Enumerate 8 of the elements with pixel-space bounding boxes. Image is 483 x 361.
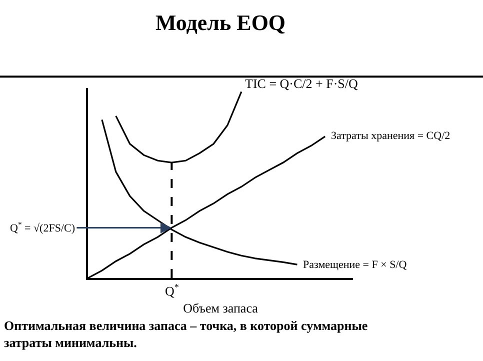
- series-label: Затраты хранения = CQ/2: [331, 130, 450, 142]
- series-label: Размещение = F × S/Q: [303, 259, 407, 271]
- series-label: TIC = Q·C/2 + F·S/Q: [245, 76, 359, 91]
- text: Q$^{*}$: [165, 282, 180, 298]
- text: Q$^{*}$ = √(2FS/C): [10, 220, 76, 235]
- text: Оптимальная величина запаса – точка, в которой суммарные затраты минимальны.: [4, 318, 368, 350]
- x-axis-title: Объем запаса: [183, 300, 258, 316]
- chart-title: Модель EOQ: [155, 10, 286, 35]
